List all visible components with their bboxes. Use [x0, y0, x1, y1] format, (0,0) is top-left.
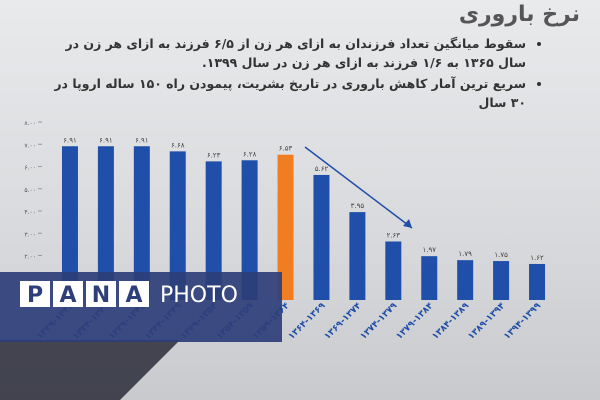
bullets: سقوط میانگین تعداد فرزندان به ازای هر زن…	[46, 34, 540, 114]
x-tick-label: ۱۳۶۹-۱۳۷۴	[323, 301, 364, 342]
y-tick-label: ۴.۰۰	[24, 209, 36, 216]
bar	[241, 160, 258, 300]
x-tick-label: ۱۳۶۴-۱۳۶۹	[287, 301, 328, 342]
bar	[169, 151, 186, 300]
x-tick-label: ۱۳۷۴-۱۳۷۹	[359, 301, 400, 342]
y-tick-label: ۷.۰۰	[24, 142, 36, 149]
bar	[61, 146, 78, 300]
value-label: ۶.۹۱	[63, 136, 77, 144]
y-tick-label: ۶.۰۰	[24, 165, 36, 172]
y-tick-label: ۸.۰۰	[24, 120, 36, 127]
watermark-letter: A	[125, 283, 142, 308]
value-label: ۶.۵۳	[279, 145, 293, 153]
value-label: ۱.۶۲	[530, 254, 544, 262]
bar	[457, 260, 474, 300]
value-label: ۱.۹۷	[422, 246, 436, 254]
value-label: ۱.۷۵	[494, 251, 508, 259]
value-label: ۶.۶۸	[171, 141, 185, 149]
x-tick-label: ۱۳۷۹-۱۳۸۴	[395, 301, 436, 342]
value-label: ۶.۹۱	[99, 136, 113, 144]
trend-arrow	[304, 146, 413, 229]
bar	[133, 146, 150, 300]
bar	[97, 146, 114, 300]
watermark-box	[53, 281, 83, 307]
watermark-letter: A	[59, 283, 76, 308]
value-label: ۱.۷۹	[458, 250, 472, 258]
value-label: ۶.۲۸	[243, 150, 257, 158]
bar	[421, 256, 438, 300]
bar	[205, 161, 222, 300]
bar	[277, 154, 294, 300]
y-tick-label: ۲.۰۰	[24, 254, 36, 261]
title: نرخ باروری	[458, 2, 580, 27]
value-label: ۲.۶۳	[387, 231, 401, 239]
value-label: ۵.۶۲	[315, 165, 329, 173]
x-tick-label: ۱۳۸۴-۱۳۸۹	[431, 301, 472, 342]
watermark-box	[86, 281, 116, 307]
watermark-letter: N	[92, 283, 110, 308]
bullet: سریع ترین آمار کاهش باروری در تاریخ بشری…	[46, 74, 526, 112]
bar	[385, 241, 402, 300]
y-tick-label: ۳.۰۰	[24, 231, 36, 238]
y-tick-label: ۵.۰۰	[24, 187, 36, 194]
arrow-head	[403, 219, 412, 228]
bar	[313, 174, 330, 300]
watermark-letter: P	[27, 283, 43, 308]
value-label: ۶.۹۱	[135, 136, 149, 144]
watermark-box	[119, 281, 149, 307]
watermark-text: PHOTO	[160, 283, 238, 308]
value-label: ۳.۹۵	[351, 202, 365, 210]
bar	[493, 261, 510, 300]
watermark-box	[20, 281, 50, 307]
x-tick-label: ۱۳۹۴-۱۳۹۹	[502, 301, 543, 342]
bar	[529, 263, 546, 300]
x-tick-label: ۱۳۸۹-۱۳۹۴	[466, 301, 507, 342]
bar	[349, 212, 366, 300]
value-label: ۶.۲۳	[207, 151, 221, 159]
bullet: سقوط میانگین تعداد فرزندان به ازای هر زن…	[46, 34, 526, 72]
banner-shadow	[0, 340, 180, 400]
